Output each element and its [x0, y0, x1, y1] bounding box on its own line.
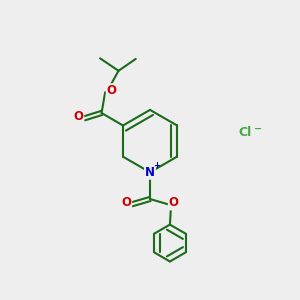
Text: −: −	[254, 124, 262, 134]
Text: N: N	[145, 166, 155, 179]
Text: O: O	[169, 196, 179, 209]
Text: O: O	[107, 84, 117, 97]
Text: O: O	[74, 110, 83, 123]
Text: O: O	[121, 196, 131, 209]
Text: +: +	[153, 161, 160, 170]
Text: Cl: Cl	[238, 126, 252, 139]
